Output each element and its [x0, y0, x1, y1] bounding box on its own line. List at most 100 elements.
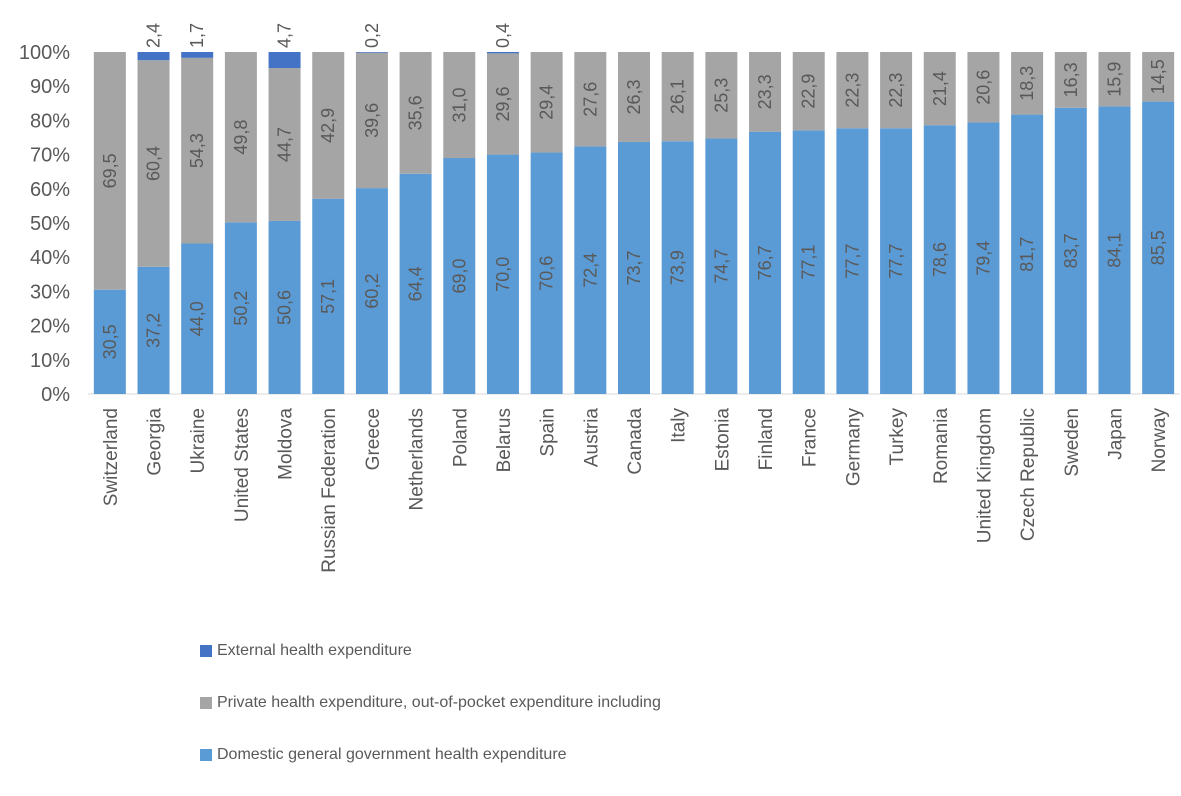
data-label-external: 0,2 [362, 23, 382, 48]
data-label-private: 27,6 [580, 82, 600, 117]
bar-segment-private [355, 52, 388, 189]
bar-segment-domestic [792, 130, 825, 394]
data-label-private: 15,9 [1104, 62, 1124, 97]
x-category-label: Estonia [712, 408, 733, 472]
data-label-domestic: 83,7 [1061, 233, 1081, 268]
bar-segment-domestic [530, 152, 563, 394]
bar-segment-domestic [880, 128, 913, 395]
bar-segment-domestic [1098, 106, 1131, 395]
bar-segment-domestic [618, 141, 650, 394]
data-label-domestic: 76,7 [755, 245, 775, 280]
data-label-domestic: 70,6 [537, 256, 557, 291]
legend-label-domestic: Domestic general government health expen… [217, 746, 567, 763]
legend-swatch-domestic [200, 749, 212, 761]
data-label-private: 49,8 [231, 120, 251, 155]
data-label-domestic: 78,6 [930, 242, 950, 277]
bar-segment-private [836, 52, 869, 129]
legend-item-domestic: Domestic general government health expen… [200, 744, 661, 766]
bar-segment-domestic [923, 125, 956, 395]
bar-segment-domestic [137, 266, 170, 394]
data-label-domestic: 37,2 [144, 313, 164, 348]
data-label-external: 4,7 [275, 23, 295, 48]
data-label-domestic: 81,7 [1017, 237, 1037, 272]
data-label-external: 1,7 [187, 23, 207, 48]
bar-segment-domestic [181, 243, 214, 394]
x-category-label: Japan [1105, 408, 1126, 460]
legend-swatch-private [200, 697, 212, 709]
bar-segment-private [486, 53, 519, 155]
data-label-private: 25,3 [711, 78, 731, 113]
legend-label-private: Private health expenditure, out-of-pocke… [217, 694, 661, 711]
data-label-private: 42,9 [318, 108, 338, 143]
bar-segment-domestic [1142, 101, 1175, 394]
data-label-private: 23,3 [755, 74, 775, 109]
data-label-domestic: 50,6 [275, 290, 295, 325]
data-label-private: 29,4 [537, 85, 557, 120]
y-tick-label: 70% [30, 145, 70, 167]
bar-segment-private [1142, 52, 1175, 102]
bar-segment-private [443, 52, 476, 159]
bar-segment-private [268, 68, 301, 221]
data-label-domestic: 44,0 [187, 301, 207, 336]
data-label-domestic: 73,9 [668, 250, 688, 285]
bar-segment-domestic [268, 220, 301, 394]
x-category-label: Canada [625, 408, 646, 475]
bar-segment-domestic [312, 198, 345, 394]
legend-label-external: External health expenditure [217, 642, 412, 659]
bar-segment-domestic [967, 122, 1000, 395]
x-category-label: Georgia [145, 408, 166, 476]
bar-segment-private [1011, 52, 1044, 115]
bar-segment-private [792, 52, 825, 131]
data-label-domestic: 85,5 [1148, 230, 1168, 265]
x-category-label: Switzerland [101, 408, 122, 506]
bar-segment-domestic [836, 128, 869, 395]
y-tick-label: 10% [30, 350, 70, 372]
x-category-label: Germany [843, 408, 864, 487]
x-category-label: Romania [931, 408, 952, 484]
x-category-label: United States [232, 408, 253, 522]
bar-segment-private [137, 60, 170, 267]
y-tick-label: 20% [30, 316, 70, 338]
data-label-private: 44,7 [275, 127, 295, 162]
x-category-label: United Kingdom [974, 408, 995, 543]
bar-segment-domestic [399, 173, 432, 394]
bar-segment-domestic [705, 138, 738, 394]
x-category-label: Spain [538, 408, 559, 457]
bar-segment-domestic [224, 222, 257, 394]
data-label-domestic: 60,2 [362, 274, 382, 309]
bar-segment-private [967, 52, 1000, 123]
data-label-private: 54,3 [187, 133, 207, 168]
x-category-label: Greece [363, 408, 384, 470]
bar-segment-private [749, 52, 782, 132]
bar-segment-private [574, 52, 607, 147]
y-tick-label: 90% [30, 76, 70, 98]
data-label-private: 29,6 [493, 86, 513, 121]
data-label-domestic: 84,1 [1104, 233, 1124, 268]
data-label-private: 22,9 [799, 74, 819, 109]
x-category-label: Austria [581, 408, 602, 468]
bar-segment-domestic [749, 131, 782, 394]
x-category-label: Czech Republic [1018, 408, 1039, 541]
data-label-private: 26,3 [624, 79, 644, 114]
x-category-label: Ukraine [188, 408, 209, 473]
bar-segment-domestic [661, 141, 694, 394]
data-label-domestic: 77,7 [886, 244, 906, 279]
x-category-label: Belarus [494, 408, 515, 472]
data-label-private: 35,6 [406, 95, 426, 130]
bar-segment-domestic [355, 188, 388, 394]
bar-segment-external [137, 52, 170, 61]
data-label-domestic: 79,4 [973, 241, 993, 276]
stacked-bar-chart: 0% 10% 20% 30% 40% 50% 60% 70% 80% 90% 100% 30,5 69,… [19, 23, 1180, 573]
data-label-domestic: 74,7 [711, 249, 731, 284]
y-tick-label: 50% [30, 213, 70, 235]
data-label-private: 60,4 [144, 146, 164, 181]
bar-segment-domestic [443, 158, 476, 394]
data-label-private: 22,3 [886, 73, 906, 108]
data-label-private: 18,3 [1017, 66, 1037, 101]
x-category-label: Russian Federation [319, 408, 340, 573]
bar-segment-domestic [486, 154, 519, 394]
data-label-private: 20,6 [973, 70, 993, 105]
bar-segment-private [661, 52, 694, 142]
bar-segment-private [93, 52, 126, 290]
bar-segment-private [880, 52, 913, 129]
